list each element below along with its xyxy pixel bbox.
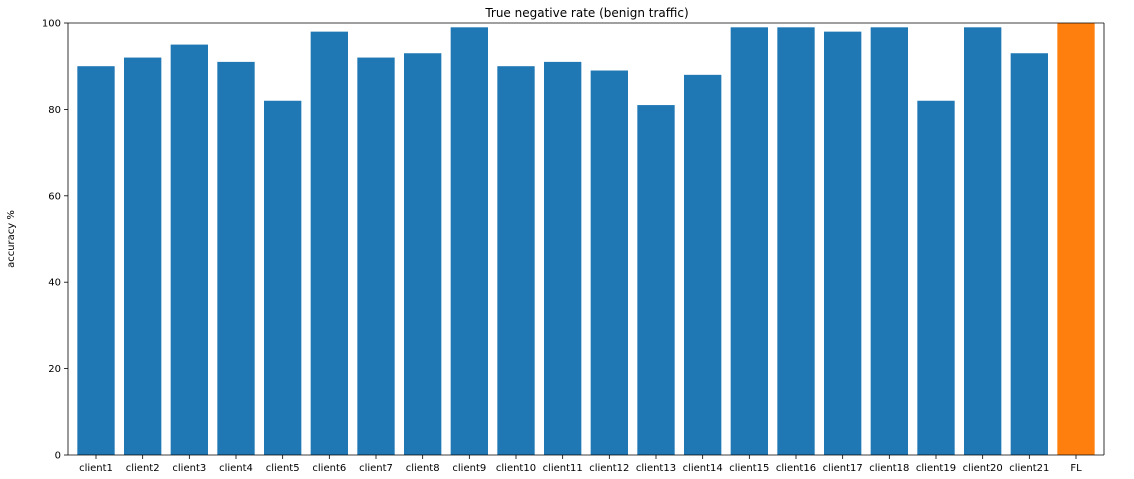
bar-client15	[730, 27, 768, 455]
bar-client4	[217, 61, 255, 455]
y-tick-label: 40	[48, 278, 61, 289]
x-tick-label: client13	[636, 463, 676, 474]
x-tick-label: client15	[729, 463, 769, 474]
x-tick-label: client14	[683, 463, 723, 474]
x-tick-label: client17	[823, 463, 863, 474]
bar-client1	[77, 66, 115, 455]
x-tick-label: client20	[963, 463, 1003, 474]
y-tick-label: 0	[55, 451, 61, 462]
y-axis-label: accuracy %	[6, 210, 17, 268]
x-tick-label: client4	[219, 463, 253, 474]
y-tick-label: 100	[42, 19, 61, 30]
x-tick-label: client6	[312, 463, 346, 474]
x-tick-label: client3	[172, 463, 206, 474]
axes	[67, 22, 1105, 456]
x-tick-label: client1	[79, 463, 113, 474]
x-tick-label: client10	[496, 463, 536, 474]
chart-title: True negative rate (benign traffic)	[484, 6, 688, 20]
bar-client21	[1010, 53, 1048, 456]
bar-client16	[777, 27, 815, 455]
x-tick-label: client9	[452, 463, 486, 474]
x-tick-label: client16	[776, 463, 816, 474]
x-tick-label: client18	[869, 463, 909, 474]
y-tick-label: 60	[48, 191, 61, 202]
bar-client20	[964, 27, 1002, 455]
bar-client5	[264, 100, 302, 455]
bar-client3	[170, 44, 208, 455]
bar-client13	[637, 105, 675, 455]
ticks: client1 client2 client3 client4 client5 clien…	[42, 19, 1082, 475]
x-tick-label: FL	[1070, 463, 1082, 474]
bar-client10	[497, 66, 535, 455]
bar-client12	[590, 70, 628, 456]
x-tick-label: client11	[543, 463, 583, 474]
bar-client17	[824, 31, 862, 455]
bar-client9	[450, 27, 488, 455]
bar-client14	[684, 74, 722, 455]
y-tick-label: 20	[48, 364, 61, 375]
x-tick-label: client21	[1009, 463, 1049, 474]
bar-client7	[357, 57, 395, 456]
x-tick-label: client8	[406, 463, 440, 474]
bar-client19	[917, 100, 955, 455]
x-tick-label: client7	[359, 463, 393, 474]
x-tick-label: client19	[916, 463, 956, 474]
x-tick-label: client5	[266, 463, 300, 474]
bar-FL	[1057, 23, 1095, 455]
bars	[77, 23, 1095, 456]
y-tick-label: 80	[48, 105, 61, 116]
bar-client2	[124, 57, 162, 456]
bar-client8	[404, 53, 442, 456]
x-tick-label: client12	[589, 463, 629, 474]
bar-client11	[544, 61, 582, 455]
bar-client6	[310, 31, 348, 455]
x-tick-label: client2	[126, 463, 160, 474]
bar-client18	[870, 27, 908, 455]
